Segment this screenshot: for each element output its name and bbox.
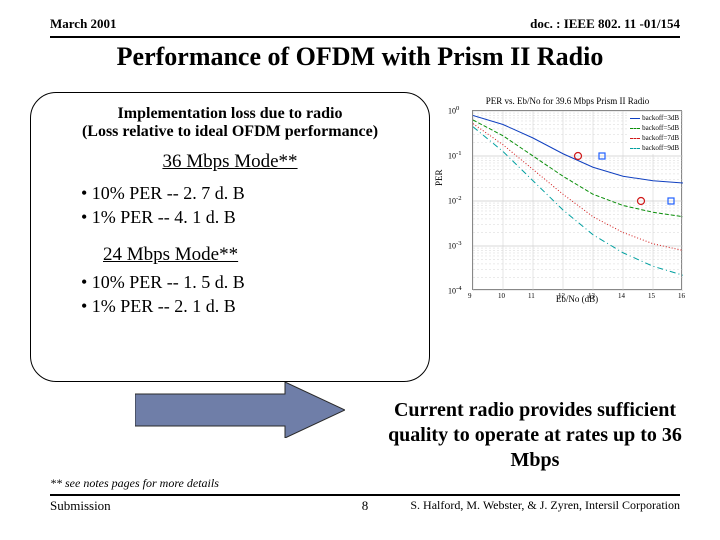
header-docref: doc. : IEEE 802. 11 -01/154	[530, 16, 680, 32]
slide-footer: Submission 8 S. Halford, M. Webster, & J…	[50, 498, 680, 514]
chart-xtick: 13	[588, 292, 595, 300]
chart-ytick: 100	[448, 105, 459, 116]
footer-page-number: 8	[50, 498, 680, 514]
mode-36-b2: • 1% PER -- 4. 1 d. B	[81, 205, 413, 229]
chart-xtick: 14	[618, 292, 625, 300]
chart-xtick: 9	[468, 292, 472, 300]
footnote-text: ** see notes pages for more details	[50, 476, 219, 491]
mode-24-title: 24 Mbps Mode**	[103, 244, 413, 266]
mode-24-b2: • 1% PER -- 2. 1 d. B	[81, 294, 413, 318]
slide-header: March 2001 doc. : IEEE 802. 11 -01/154	[50, 16, 680, 32]
impl-loss-line1: Implementation loss due to radio	[47, 105, 413, 123]
legend-label: backoff=9dB	[642, 144, 679, 152]
header-rule	[50, 36, 680, 38]
mode-36-b1: • 10% PER -- 2. 7 d. B	[81, 181, 413, 205]
chart-ylabel: PER	[434, 169, 444, 186]
chart-xtick: 15	[648, 292, 655, 300]
chart-ytick: 10-4	[448, 285, 462, 296]
footer-rule	[50, 494, 680, 496]
header-date: March 2001	[50, 16, 117, 32]
conclusion-text: Current radio provides sufficient qualit…	[370, 398, 700, 473]
impl-loss-line2: (Loss relative to ideal OFDM performance…	[47, 123, 413, 141]
callout-box: Implementation loss due to radio (Loss r…	[30, 92, 430, 382]
mode-24-bullets: • 10% PER -- 1. 5 d. B • 1% PER -- 2. 1 …	[81, 270, 413, 319]
legend-label: backoff=7dB	[642, 134, 679, 142]
slide-title: Performance of OFDM with Prism II Radio	[0, 42, 720, 72]
mode-24-b1: • 10% PER -- 1. 5 d. B	[81, 270, 413, 294]
chart-legend: backoff=3dB backoff=5dB backoff=7dB backoff…	[628, 112, 681, 154]
chart-ytick: 10-1	[448, 150, 462, 161]
chart-ytick: 10-2	[448, 195, 462, 206]
chart-xtick: 10	[498, 292, 505, 300]
mode-36-title: 36 Mbps Mode**	[47, 151, 413, 173]
chart-xtick: 16	[678, 292, 685, 300]
chart-title: PER vs. Eb/No for 39.6 Mbps Prism II Rad…	[440, 96, 695, 106]
mode-36-bullets: • 10% PER -- 2. 7 d. B • 1% PER -- 4. 1 …	[81, 181, 413, 230]
chart-ytick: 10-3	[448, 240, 462, 251]
legend-label: backoff=5dB	[642, 124, 679, 132]
legend-label: backoff=3dB	[642, 114, 679, 122]
chart-xtick: 12	[558, 292, 565, 300]
chart-xtick: 11	[528, 292, 535, 300]
block-arrow	[135, 382, 345, 438]
per-chart: PER vs. Eb/No for 39.6 Mbps Prism II Rad…	[440, 96, 695, 316]
